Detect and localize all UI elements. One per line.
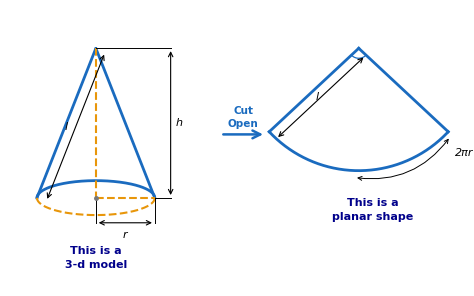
Text: l: l [64, 122, 67, 132]
Text: l: l [315, 92, 319, 102]
Text: h: h [176, 118, 183, 128]
Text: r: r [123, 231, 128, 240]
Text: Cut
Open: Cut Open [228, 106, 258, 129]
Text: This is a
planar shape: This is a planar shape [332, 198, 413, 222]
Text: 2πr: 2πr [455, 148, 474, 157]
Text: This is a
3-d model: This is a 3-d model [65, 246, 127, 270]
